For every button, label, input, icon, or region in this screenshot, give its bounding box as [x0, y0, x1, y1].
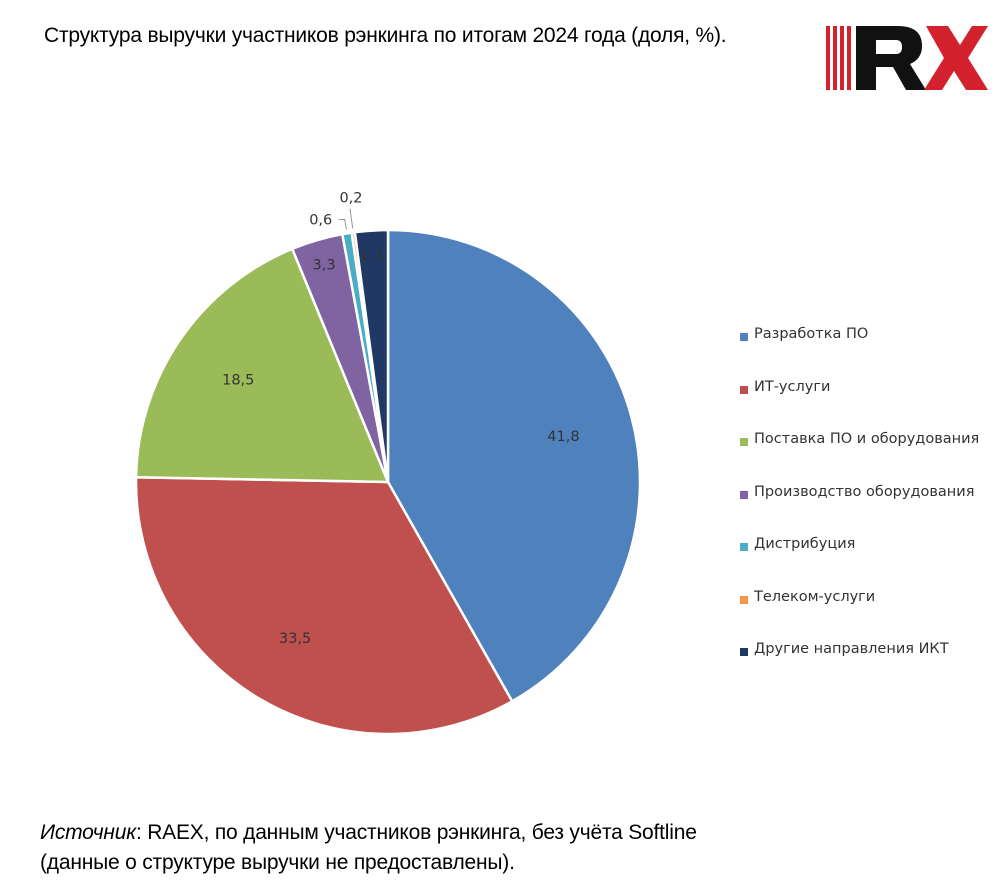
pie-slices — [134, 228, 642, 736]
legend-swatch-0 — [740, 333, 748, 341]
label-leaders — [338, 208, 354, 230]
logo-stripes — [826, 26, 851, 90]
value-label-3: 3,3 — [313, 257, 336, 273]
legend-item-4: Дистрибуция — [740, 536, 996, 589]
legend-item-2: Поставка ПО и оборудования — [740, 431, 996, 484]
leader-line-5 — [349, 208, 354, 229]
legend-label-2: Поставка ПО и оборудования — [754, 431, 980, 447]
legend-label-3: Производство оборудования — [754, 483, 975, 500]
legend-label-6: Другие направления ИКТ — [754, 641, 949, 657]
legend-label-5: Телеком-услуги — [754, 588, 876, 605]
legend-item-0: Разработка ПО — [740, 326, 996, 379]
legend-swatch-3 — [740, 490, 748, 499]
pie-slice-2 — [134, 247, 390, 484]
legend-swatch-2 — [740, 438, 748, 446]
pie-slice-1 — [134, 475, 514, 736]
source-line-2: (данные о структуре выручки не предостав… — [40, 851, 515, 874]
value-label-1: 33,5 — [279, 631, 311, 647]
legend-swatch-4 — [740, 543, 748, 551]
value-label-6: 2,1 — [362, 249, 385, 265]
legend-label-4: Дистрибуция — [754, 536, 856, 552]
pie-slice-6 — [353, 228, 390, 483]
value-labels: 41,8 33,5 18,5 3,3 0,6 0,2 2,1 — [222, 191, 579, 647]
leader-line-4 — [338, 219, 347, 230]
chart-title: Структура выручки участников рэнкинга по… — [44, 24, 727, 47]
source-note: Источник: RAEX, по данным участников рэн… — [40, 818, 697, 878]
legend-swatch-6 — [740, 648, 748, 656]
pie-slice-0 — [386, 228, 642, 703]
chart-legend: Разработка ПО ИТ-услуги Поставка ПО и обор… — [740, 326, 996, 694]
pie-chart: 41,8 33,5 18,5 3,3 0,6 0,2 2,1 — [134, 191, 642, 736]
legend-item-5: Телеком-услуги — [740, 589, 996, 642]
legend-item-6: Другие направления ИКТ — [740, 641, 996, 694]
legend-item-1: ИТ-услуги — [740, 379, 996, 432]
value-label-4: 0,6 — [309, 213, 332, 229]
legend-label-0: Разработка ПО — [754, 326, 869, 342]
logo-letter-x — [924, 26, 988, 90]
value-label-0: 41,8 — [547, 429, 579, 445]
rx-logo — [826, 26, 988, 90]
legend-swatch-5 — [740, 595, 748, 604]
source-lead: Источник — [40, 821, 136, 844]
legend-label-1: ИТ-услуги — [754, 378, 831, 395]
source-line-1: : RAEX, по данным участников рэнкинга, б… — [135, 821, 697, 844]
value-label-2: 18,5 — [222, 373, 254, 389]
logo-letter-r — [856, 26, 926, 90]
legend-item-3: Производство оборудования — [740, 484, 996, 537]
legend-swatch-1 — [740, 385, 748, 394]
value-label-5: 0,2 — [339, 191, 362, 207]
